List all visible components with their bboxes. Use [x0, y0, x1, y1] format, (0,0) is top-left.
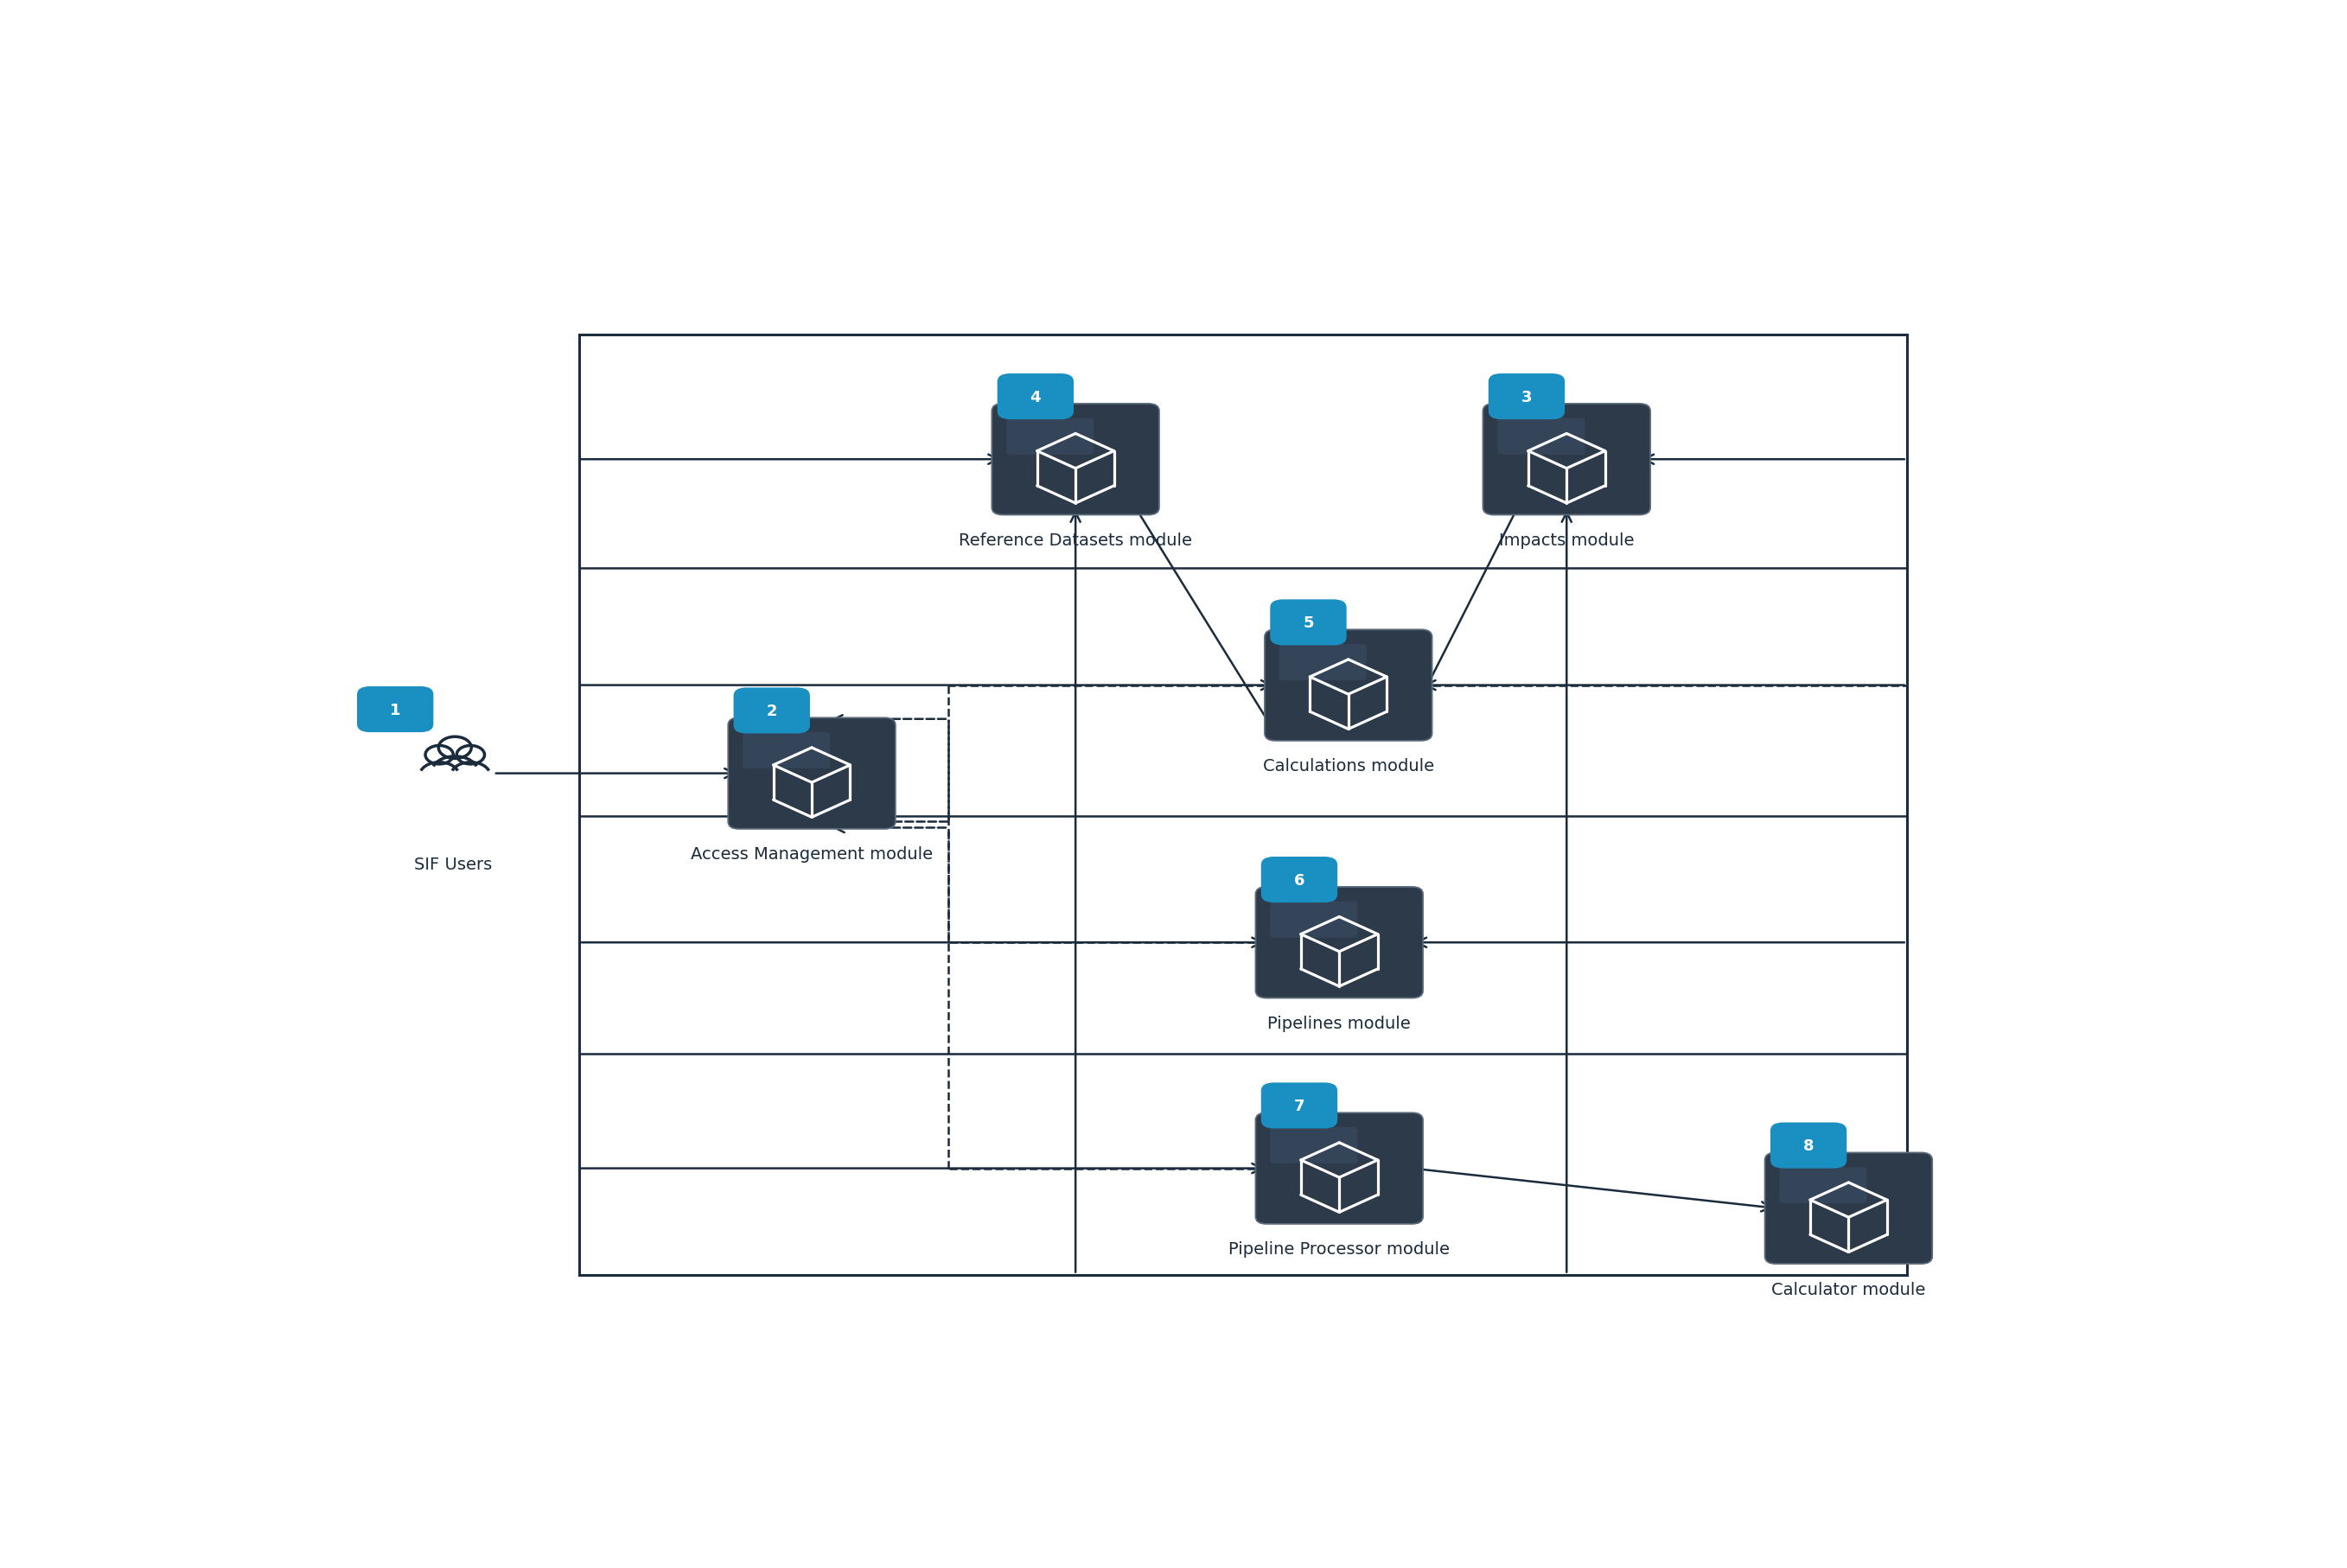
FancyBboxPatch shape: [1779, 1167, 1866, 1204]
FancyBboxPatch shape: [742, 732, 831, 768]
FancyBboxPatch shape: [1256, 1113, 1422, 1225]
FancyBboxPatch shape: [1260, 858, 1338, 903]
Text: 2: 2: [767, 702, 777, 718]
Text: 1: 1: [390, 702, 401, 718]
FancyBboxPatch shape: [1279, 644, 1366, 681]
FancyBboxPatch shape: [728, 718, 897, 829]
Text: Pipelines module: Pipelines module: [1267, 1014, 1411, 1032]
FancyBboxPatch shape: [1265, 630, 1432, 742]
FancyBboxPatch shape: [997, 375, 1073, 420]
FancyBboxPatch shape: [1256, 887, 1422, 999]
FancyBboxPatch shape: [1770, 1123, 1847, 1168]
Text: Pipeline Processor module: Pipeline Processor module: [1227, 1240, 1450, 1258]
FancyBboxPatch shape: [1488, 375, 1565, 420]
FancyBboxPatch shape: [1260, 1083, 1338, 1129]
FancyBboxPatch shape: [993, 405, 1159, 516]
Text: Calculations module: Calculations module: [1263, 757, 1434, 775]
FancyBboxPatch shape: [1270, 1127, 1357, 1163]
FancyBboxPatch shape: [1497, 419, 1584, 455]
FancyBboxPatch shape: [1270, 601, 1347, 646]
Text: 6: 6: [1293, 872, 1305, 887]
FancyBboxPatch shape: [1483, 405, 1650, 516]
FancyBboxPatch shape: [357, 687, 434, 732]
Text: 5: 5: [1303, 615, 1314, 630]
Text: Access Management module: Access Management module: [690, 847, 932, 862]
Text: Reference Datasets module: Reference Datasets module: [960, 532, 1192, 549]
FancyBboxPatch shape: [1007, 419, 1094, 455]
Text: 8: 8: [1802, 1138, 1814, 1154]
Text: 3: 3: [1521, 389, 1533, 405]
Text: Impacts module: Impacts module: [1500, 532, 1634, 549]
Text: Calculator module: Calculator module: [1772, 1281, 1925, 1297]
FancyBboxPatch shape: [1270, 902, 1357, 938]
Text: 7: 7: [1293, 1098, 1305, 1113]
FancyBboxPatch shape: [1765, 1152, 1932, 1264]
Text: SIF Users: SIF Users: [415, 856, 493, 872]
Text: 4: 4: [1030, 389, 1042, 405]
FancyBboxPatch shape: [735, 688, 810, 734]
